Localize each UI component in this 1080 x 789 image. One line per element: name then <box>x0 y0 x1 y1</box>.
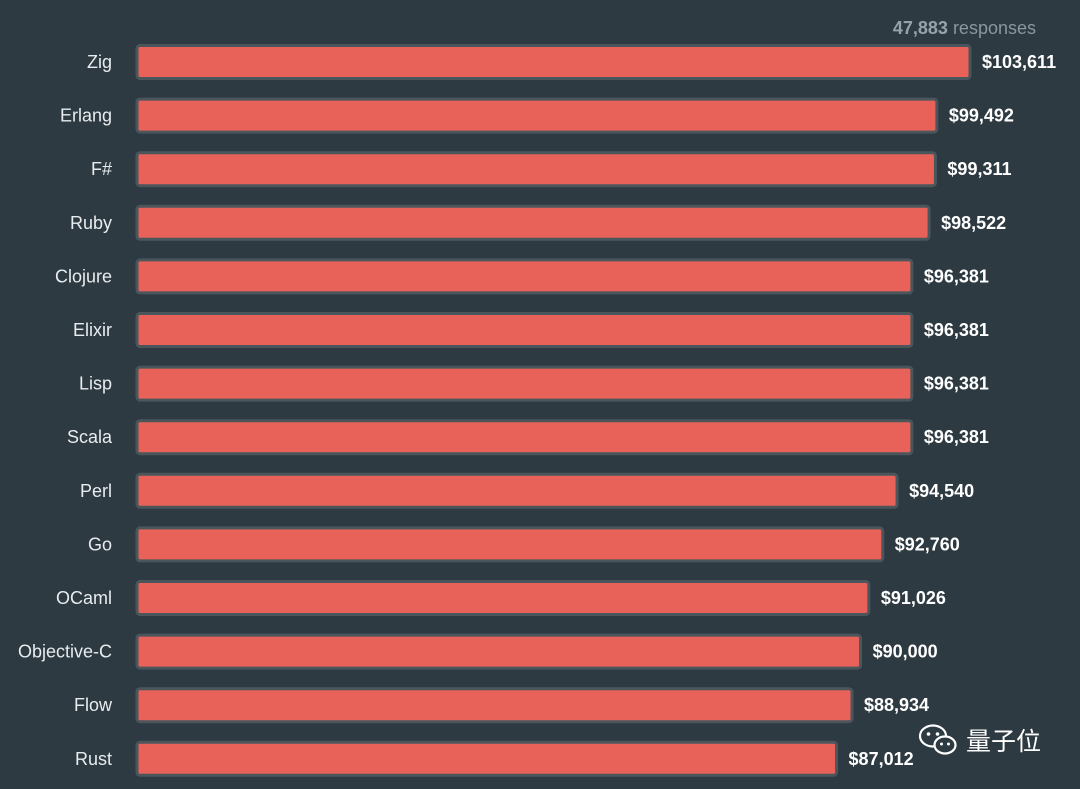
bar <box>135 365 914 402</box>
responses-count: 47,883 responses <box>893 18 1036 39</box>
category-label: Perl <box>80 481 112 501</box>
bar <box>135 580 871 616</box>
value-label: $90,000 <box>873 642 938 662</box>
value-label: $98,522 <box>941 213 1006 233</box>
bar-row: Go $92,760 <box>88 526 960 563</box>
bar-row: Rust $87,012 <box>75 740 914 777</box>
category-label: Erlang <box>60 106 112 126</box>
bar-row: Clojure $96,381 <box>55 258 989 295</box>
bar-row: Elixir $96,381 <box>73 312 989 348</box>
bar <box>135 419 914 456</box>
category-label: Zig <box>87 52 112 72</box>
category-label: Elixir <box>73 320 112 340</box>
watermark: 量子位 <box>918 722 1041 758</box>
category-label: Objective-C <box>18 642 112 662</box>
bar-row: OCaml $91,026 <box>56 580 946 616</box>
category-label: Rust <box>75 749 112 769</box>
bar <box>135 472 899 509</box>
bar <box>135 526 885 563</box>
category-label: Ruby <box>70 213 112 233</box>
category-label: F# <box>91 159 112 179</box>
value-label: $94,540 <box>909 481 974 501</box>
value-label: $103,611 <box>982 52 1056 72</box>
responses-label: responses <box>952 18 1036 38</box>
responses-number: 47,883 <box>892 18 948 38</box>
bar-row: Ruby $98,522 <box>70 204 1006 241</box>
bar <box>135 44 972 80</box>
bar-row: Scala $96,381 <box>67 419 989 456</box>
bar-row: Lisp $96,381 <box>79 365 989 402</box>
value-label: $87,012 <box>849 749 914 769</box>
value-label: $99,311 <box>947 159 1011 179</box>
bar <box>135 740 839 777</box>
bar-row: Zig $103,611 <box>87 44 1056 80</box>
value-label: $96,381 <box>924 320 989 340</box>
value-label: $88,934 <box>864 695 929 715</box>
bar-row: Objective-C $90,000 <box>18 633 938 670</box>
value-label: $92,760 <box>895 534 960 554</box>
bar <box>135 97 939 134</box>
bar <box>135 633 863 670</box>
value-label: $96,381 <box>924 374 989 394</box>
bar-row: F# $99,311 <box>91 151 1012 188</box>
watermark-text: 量子位 <box>966 727 1042 756</box>
bar-row: Erlang $99,492 <box>60 97 1014 134</box>
category-label: Go <box>88 534 112 554</box>
bar <box>135 687 854 724</box>
bar <box>135 204 931 241</box>
category-label: Lisp <box>79 374 112 394</box>
bar <box>135 258 914 295</box>
value-label: $96,381 <box>924 266 989 286</box>
category-label: Clojure <box>55 266 112 286</box>
bar-row: Flow $88,934 <box>74 687 929 724</box>
value-label: $91,026 <box>881 588 946 608</box>
bar <box>135 312 914 348</box>
value-label: $96,381 <box>924 427 989 447</box>
category-label: Flow <box>74 695 113 715</box>
category-label: Scala <box>67 427 113 447</box>
value-label: $99,492 <box>949 106 1014 126</box>
category-label: OCaml <box>56 588 112 608</box>
wechat-icon <box>918 724 957 755</box>
bar <box>135 151 937 188</box>
bar-row: Perl $94,540 <box>80 472 974 509</box>
